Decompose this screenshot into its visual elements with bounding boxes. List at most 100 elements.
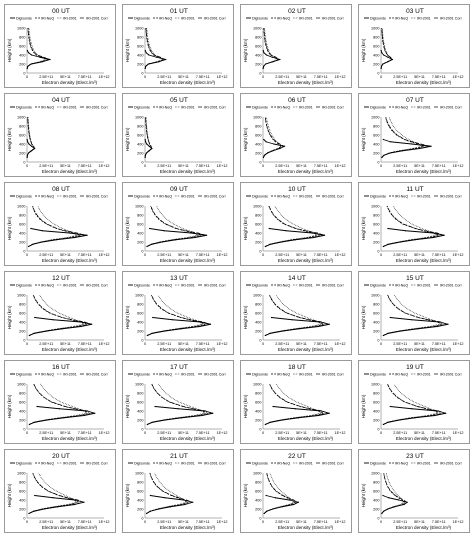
- series-line: [146, 205, 207, 247]
- y-axis-label: Height (km): [361, 394, 366, 418]
- series-line: [146, 472, 187, 514]
- x-axis-label: Electron density (Elect./m³): [160, 436, 216, 441]
- x-tick-label: 5E+11: [296, 75, 307, 79]
- data-point: [30, 227, 32, 230]
- x-tick-label: 0: [380, 431, 382, 435]
- x-axis-label: Electron density (Elect./m³): [160, 347, 216, 352]
- y-axis-label: Height (km): [243, 483, 248, 507]
- data-point: [382, 138, 384, 141]
- y-tick-label: 800: [255, 124, 261, 128]
- x-axis-label: Electron density (Elect./m³): [396, 436, 452, 441]
- profile-panel: 05 UT Digisonde IRI-NeQ IRI-2001 IRI-2001 Co…: [122, 93, 234, 177]
- profile-panel: 10 UT Digisonde IRI-NeQ IRI-2001 IRI-2001 Co…: [240, 182, 352, 266]
- series-line: [29, 317, 93, 336]
- x-tick-label: 2.5E+11: [39, 253, 53, 257]
- y-tick-label: 200: [255, 151, 261, 155]
- x-tick-label: 0: [380, 164, 382, 168]
- profile-panel: 00 UT Digisonde IRI-NeQ IRI-2001 IRI-2001 Co…: [4, 4, 116, 88]
- y-tick-label: 0: [23, 338, 25, 342]
- data-point: [263, 138, 265, 141]
- y-axis-label: Height (km): [7, 216, 12, 240]
- x-axis-label: Electron density (Elect./m³): [278, 347, 334, 352]
- x-tick-label: 7.5E+11: [314, 75, 328, 79]
- profile-panel: 03 UT Digisonde IRI-NeQ IRI-2001 IRI-2001 Co…: [358, 4, 470, 88]
- y-tick-label: 400: [373, 231, 379, 235]
- legend-label: IRI-2001: [63, 105, 77, 109]
- y-tick-label: 400: [137, 53, 143, 57]
- x-tick-label: 0: [144, 164, 146, 168]
- y-tick-label: 1000: [371, 382, 379, 386]
- y-tick-label: 0: [259, 338, 261, 342]
- y-tick-label: 0: [377, 338, 379, 342]
- profile-panel: 18 UT Digisonde IRI-NeQ IRI-2001 IRI-2001 Co…: [240, 360, 352, 444]
- data-point: [271, 56, 273, 58]
- panel-title: 15 UT: [406, 275, 424, 282]
- x-tick-label: 7.5E+11: [432, 253, 446, 257]
- legend-label: IRI-2001: [417, 461, 431, 465]
- panel-title: 20 UT: [52, 453, 70, 460]
- y-tick-label: 800: [19, 35, 25, 39]
- legend-label: Digisonde: [252, 372, 268, 376]
- panel-title: 04 UT: [52, 97, 70, 104]
- data-point: [148, 54, 150, 56]
- y-tick-label: 0: [259, 427, 261, 431]
- y-tick-label: 0: [23, 160, 25, 164]
- data-point: [411, 408, 413, 410]
- x-tick-label: 1E+12: [98, 253, 109, 257]
- y-tick-label: 600: [137, 222, 143, 226]
- legend-label: Digisonde: [370, 194, 386, 198]
- y-tick-label: 400: [137, 320, 143, 324]
- profile-panel: 09 UT Digisonde IRI-NeQ IRI-2001 IRI-2001 Co…: [122, 182, 234, 266]
- x-tick-label: 1E+12: [452, 520, 463, 524]
- y-tick-label: 600: [19, 311, 25, 315]
- x-tick-label: 1E+12: [216, 431, 227, 435]
- y-tick-label: 400: [255, 409, 261, 413]
- profile-panel: 06 UT Digisonde IRI-NeQ IRI-2001 IRI-2001 Co…: [240, 93, 352, 177]
- y-axis-label: Height (km): [243, 216, 248, 240]
- y-tick-label: 0: [23, 427, 25, 431]
- series-line: [383, 406, 447, 425]
- data-point: [144, 141, 147, 143]
- legend-label: IRI-NeQ: [277, 372, 290, 376]
- x-tick-label: 0: [262, 342, 264, 346]
- y-tick-label: 800: [373, 302, 379, 306]
- x-tick-label: 1E+12: [334, 164, 345, 168]
- x-tick-label: 1E+12: [452, 75, 463, 79]
- x-axis-label: Electron density (Elect./m³): [42, 169, 98, 174]
- y-axis-label: Height (km): [125, 38, 130, 62]
- y-tick-label: 1000: [253, 382, 261, 386]
- panel-svg: 12 UT Digisonde IRI-NeQ IRI-2001 IRI-2001 Co…: [7, 275, 110, 352]
- x-tick-label: 2.5E+11: [275, 75, 289, 79]
- x-tick-label: 7.5E+11: [314, 520, 328, 524]
- data-point: [387, 227, 389, 230]
- x-tick-label: 7.5E+11: [196, 164, 210, 168]
- y-axis-label: Height (km): [125, 216, 130, 240]
- legend-label: IRI-2001 Corr: [440, 16, 463, 20]
- data-point: [68, 232, 70, 234]
- panel-title: 01 UT: [170, 8, 188, 15]
- y-tick-label: 400: [255, 498, 261, 502]
- y-tick-label: 0: [377, 71, 379, 75]
- series-line: [381, 116, 430, 158]
- x-tick-label: 2.5E+11: [39, 75, 53, 79]
- data-point: [94, 412, 96, 414]
- legend-label: IRI-2001: [299, 194, 313, 198]
- series-line: [381, 139, 432, 158]
- panel-svg: 13 UT Digisonde IRI-NeQ IRI-2001 IRI-2001 Co…: [125, 275, 228, 352]
- y-tick-label: 200: [373, 62, 379, 66]
- x-tick-label: 5E+11: [414, 164, 425, 168]
- x-tick-label: 7.5E+11: [78, 75, 92, 79]
- data-point: [268, 227, 270, 230]
- data-point: [149, 494, 151, 497]
- y-tick-label: 600: [19, 400, 25, 404]
- series-line: [147, 294, 203, 336]
- y-tick-label: 1000: [135, 471, 143, 475]
- x-axis-label: Electron density (Elect./m³): [396, 525, 452, 530]
- y-tick-label: 800: [137, 480, 143, 484]
- panel-title: 11 UT: [406, 186, 423, 193]
- series-line: [265, 383, 329, 425]
- x-tick-label: 5E+11: [296, 164, 307, 168]
- legend-label: IRI-2001: [181, 461, 195, 465]
- data-point: [212, 412, 214, 414]
- x-tick-label: 2.5E+11: [39, 431, 53, 435]
